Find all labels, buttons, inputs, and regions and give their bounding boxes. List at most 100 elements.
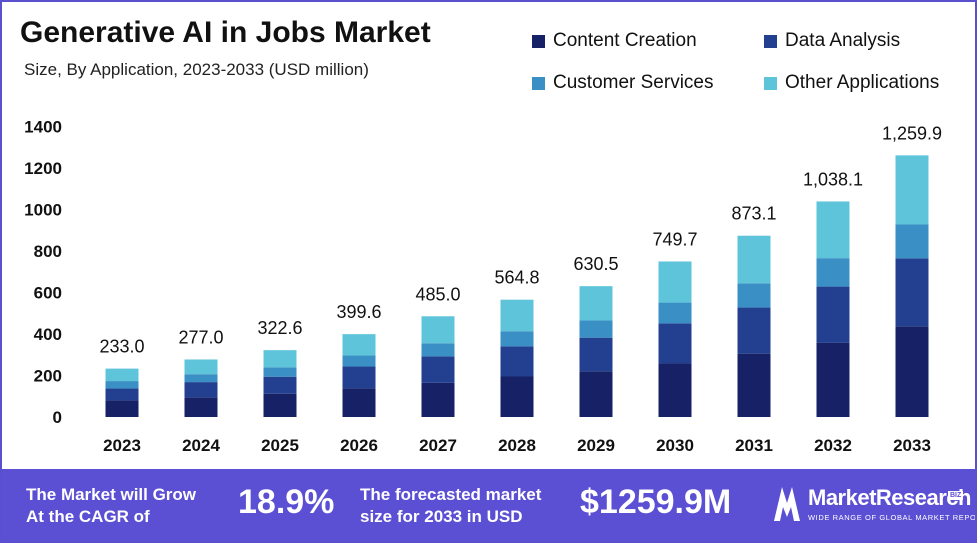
bar-segment-data-analysis [816, 286, 850, 343]
y-tick-label: 200 [34, 366, 62, 385]
legend-item-data-analysis: Data Analysis [764, 30, 900, 52]
bar-total-label: 1,038.1 [803, 169, 863, 189]
cagr-value: 18.9% [238, 483, 335, 521]
footer-banner: The Market will Grow At the CAGR of 18.9… [2, 469, 975, 541]
forecast-caption: The forecasted market size for 2033 in U… [360, 484, 541, 528]
cagr-caption: The Market will Grow At the CAGR of [26, 484, 196, 528]
bar-total-label: 322.6 [257, 318, 302, 338]
bar-total-label: 564.8 [494, 268, 539, 288]
bar-segment-content-creation [658, 363, 692, 417]
bar-total-label: 749.7 [652, 229, 697, 249]
x-tick-label: 2033 [893, 436, 931, 455]
forecast-caption-line: The forecasted market [360, 485, 542, 504]
bar-total-label: 873.1 [731, 204, 776, 224]
bar-segment-data-analysis [737, 307, 771, 354]
bar-segment-content-creation [184, 397, 218, 417]
logo-badge: BIZ [948, 491, 964, 500]
bar-total-label: 233.0 [99, 337, 144, 357]
y-tick-label: 1200 [24, 159, 62, 178]
cagr-caption-line: The Market will Grow [26, 485, 197, 504]
bar-segment-other-applications [658, 261, 692, 303]
bar-total-label: 1,259.9 [882, 123, 942, 143]
x-tick-label: 2027 [419, 436, 457, 455]
logo-name: MarketResearch [808, 485, 971, 510]
cagr-caption-line: At the CAGR of [26, 507, 150, 526]
bar-segment-content-creation [500, 376, 534, 417]
bar-segment-other-applications [421, 316, 455, 344]
x-tick-label: 2026 [340, 436, 378, 455]
legend-item-other-applications: Other Applications [764, 72, 939, 94]
bar-segment-data-analysis [421, 356, 455, 383]
forecast-value: $1259.9M [580, 483, 732, 521]
y-tick-label: 1400 [24, 117, 62, 136]
y-tick-label: 800 [34, 242, 62, 261]
logo-tagline: WIDE RANGE OF GLOBAL MARKET REPORTS [808, 513, 977, 522]
bar-segment-data-analysis [184, 382, 218, 398]
bar-segment-customer-services [500, 331, 534, 347]
x-tick-label: 2024 [182, 436, 220, 455]
bar-segment-content-creation [579, 371, 613, 417]
bar-segment-customer-services [579, 320, 613, 338]
x-tick-label: 2025 [261, 436, 299, 455]
marketresearch-logo[interactable]: MarketResearch BIZ WIDE RANGE OF GLOBAL … [772, 481, 975, 531]
bar-total-label: 399.6 [336, 302, 381, 322]
bar-segment-other-applications [579, 286, 613, 321]
y-tick-label: 600 [34, 283, 62, 302]
bar-segment-other-applications [737, 235, 771, 284]
y-tick-label: 400 [34, 325, 62, 344]
bar-segment-customer-services [895, 224, 929, 259]
bar-segment-content-creation [816, 342, 850, 417]
stacked-bar-chart: 0 200 400 600 800 1000 1200 1400 233.0 2023 277.0 2… [24, 117, 942, 455]
bar-segment-other-applications [263, 350, 297, 368]
bar-segment-content-creation [895, 326, 929, 417]
x-tick-label: 2028 [498, 436, 536, 455]
bar-segment-data-analysis [658, 323, 692, 364]
bar-segment-customer-services [263, 367, 297, 377]
bar-segment-other-applications [816, 201, 850, 259]
bar-segment-content-creation [105, 400, 139, 417]
x-tick-label: 2023 [103, 436, 141, 455]
x-tick-label: 2030 [656, 436, 694, 455]
bar-total-label: 277.0 [178, 327, 223, 347]
bar-segment-data-analysis [895, 258, 929, 327]
bar-segment-customer-services [342, 355, 376, 367]
forecast-caption-line: size for 2033 in USD [360, 507, 523, 526]
x-tick-label: 2032 [814, 436, 852, 455]
bar-segment-customer-services [421, 343, 455, 357]
y-tick-label: 1000 [24, 200, 62, 219]
bar-segment-customer-services [184, 374, 218, 383]
bar-total-label: 485.0 [415, 284, 460, 304]
bar-segment-data-analysis [342, 366, 376, 389]
legend-swatch [532, 76, 545, 90]
y-tick-label: 0 [53, 408, 62, 427]
legend-swatch [764, 76, 777, 90]
bar-segment-other-applications [342, 334, 376, 356]
legend-swatch [764, 34, 777, 48]
legend-swatch [532, 34, 545, 48]
bar-segment-customer-services [816, 258, 850, 287]
bar-segment-data-analysis [500, 346, 534, 377]
bar-segment-customer-services [105, 381, 139, 389]
bar-segment-data-analysis [579, 337, 613, 372]
bar-segment-other-applications [184, 359, 218, 375]
chart-title: Generative AI in Jobs Market [20, 16, 431, 49]
legend-label: Data Analysis [785, 30, 901, 51]
chart-subtitle: Size, By Application, 2023-2033 (USD mil… [24, 60, 369, 79]
x-tick-label: 2031 [735, 436, 773, 455]
legend-label: Content Creation [553, 30, 697, 51]
legend-item-content-creation: Content Creation [532, 30, 697, 52]
bar-segment-content-creation [342, 388, 376, 417]
legend-label: Customer Services [553, 72, 714, 93]
bar-segment-data-analysis [263, 376, 297, 394]
logo-chevron-icon [774, 487, 800, 521]
bar-total-label: 630.5 [573, 254, 618, 274]
bar-segment-customer-services [658, 302, 692, 324]
bar-segment-content-creation [263, 393, 297, 417]
bar-segment-other-applications [500, 299, 534, 332]
bar-segment-other-applications [895, 155, 929, 225]
bar-segment-other-applications [105, 368, 139, 382]
x-tick-label: 2029 [577, 436, 615, 455]
bar-segment-content-creation [737, 353, 771, 417]
legend-item-customer-services: Customer Services [532, 72, 714, 94]
